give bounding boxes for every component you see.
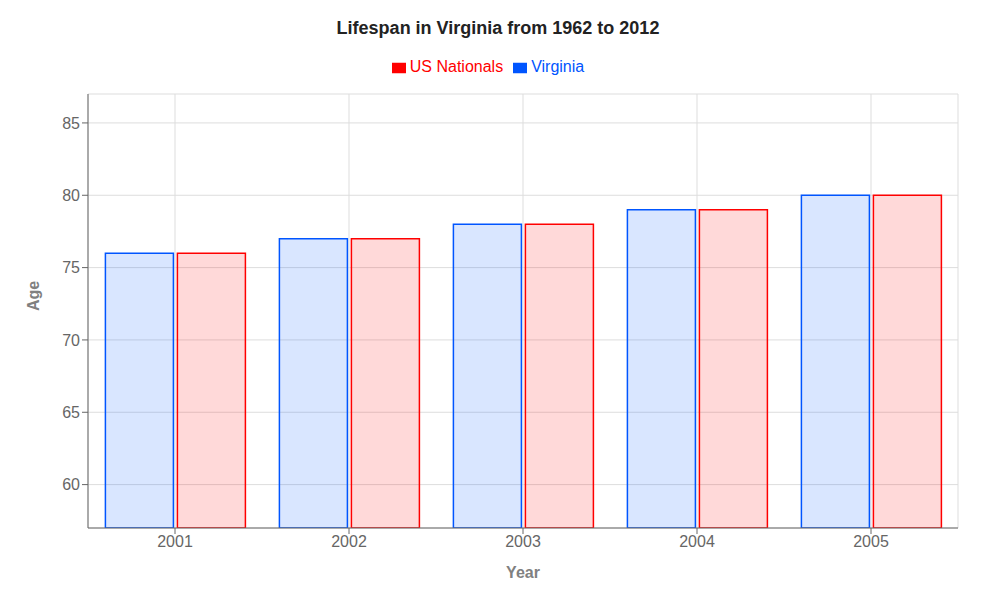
svg-text:2005: 2005 — [853, 533, 889, 550]
html-text:Virginia: Virginia — [531, 58, 585, 75]
html-text:Lifespan in Virginia from 1962: Lifespan in Virginia from 1962 to 2012 — [336, 18, 660, 38]
svg-text:65: 65 — [62, 404, 80, 421]
svg-text:Year: Year — [506, 564, 540, 581]
svg-text:85: 85 — [62, 115, 80, 132]
html-text:US Nationals: US Nationals — [409, 58, 504, 75]
svg-text:2004: 2004 — [679, 533, 715, 550]
svg-text:2002: 2002 — [331, 533, 367, 550]
svg-text:Age: Age — [25, 281, 42, 311]
svg-text:2003: 2003 — [505, 533, 541, 550]
svg-text:75: 75 — [62, 259, 80, 276]
svg-text:2001: 2001 — [157, 533, 193, 550]
svg-text:70: 70 — [62, 332, 80, 349]
svg-text:60: 60 — [62, 476, 80, 493]
svg-text:80: 80 — [62, 187, 80, 204]
